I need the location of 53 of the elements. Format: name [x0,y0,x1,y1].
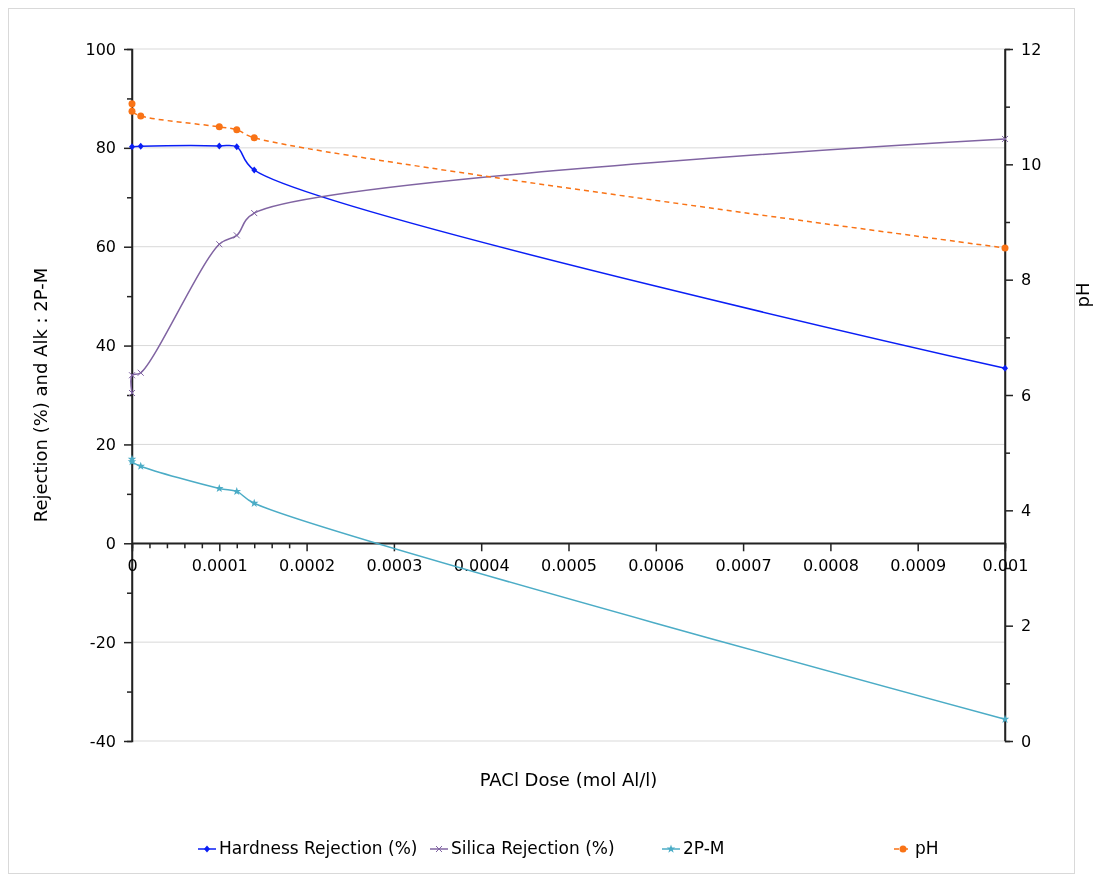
point [129,143,135,151]
point [249,498,259,507]
point [250,209,258,217]
y2-tick-label: 8 [1021,270,1032,290]
y-tick-label: 40 [95,336,116,356]
point [215,483,224,493]
y-tick-label: 0 [105,533,116,553]
point [128,100,136,108]
legend-label: Hardness Rejection (%) [219,838,418,858]
x-tick-label: 0.0006 [628,555,685,575]
point [1000,714,1010,723]
point [137,112,145,120]
x-tick-label: 0.0008 [802,555,859,575]
point [215,240,223,248]
y-tick-label: 20 [95,435,116,455]
point [251,166,258,174]
point [233,231,241,239]
x-axis-title: PACl Dose (mol Al/l) [479,769,658,790]
y-tick-label: -40 [89,731,116,751]
point [233,126,241,134]
point [128,371,136,379]
y2-tick-label: 10 [1021,154,1042,174]
x-tick-label: 0.0007 [715,555,772,575]
y2-tick-label: 4 [1021,500,1032,520]
x-tick-label: 0.0004 [453,555,510,575]
point [128,107,136,115]
point [250,134,258,142]
y2-axis-title: pH [1072,282,1093,308]
y-tick-label: 60 [95,237,116,257]
x-tick-label: 0.0002 [279,555,336,575]
y2-tick-label: 6 [1021,385,1032,405]
point [216,142,223,150]
point [1001,244,1009,252]
legend-label: Silica Rejection (%) [451,838,615,858]
y-tick-label: 100 [85,39,116,59]
x-tick-label: 0.0001 [191,555,248,575]
point [137,142,144,150]
legend-label: 2P-M [683,838,725,858]
x-tick-label: 0.0005 [541,555,597,575]
point [137,369,145,377]
point [1002,364,1008,372]
x-tick-label: 0.0009 [890,555,947,575]
y-tick-label: -20 [89,632,116,652]
point [136,461,146,470]
y2-tick-label: 2 [1021,616,1032,636]
x-tick-label: 0.0003 [366,555,423,575]
point [215,123,223,131]
y-tick-label: 80 [95,138,116,158]
y-axis-title: Rejection (%) and Alk : 2P-M [30,267,51,523]
y2-tick-label: 12 [1021,39,1042,59]
y2-tick-label: 0 [1021,731,1032,751]
point [233,143,240,151]
legend-label: pH [915,838,939,858]
